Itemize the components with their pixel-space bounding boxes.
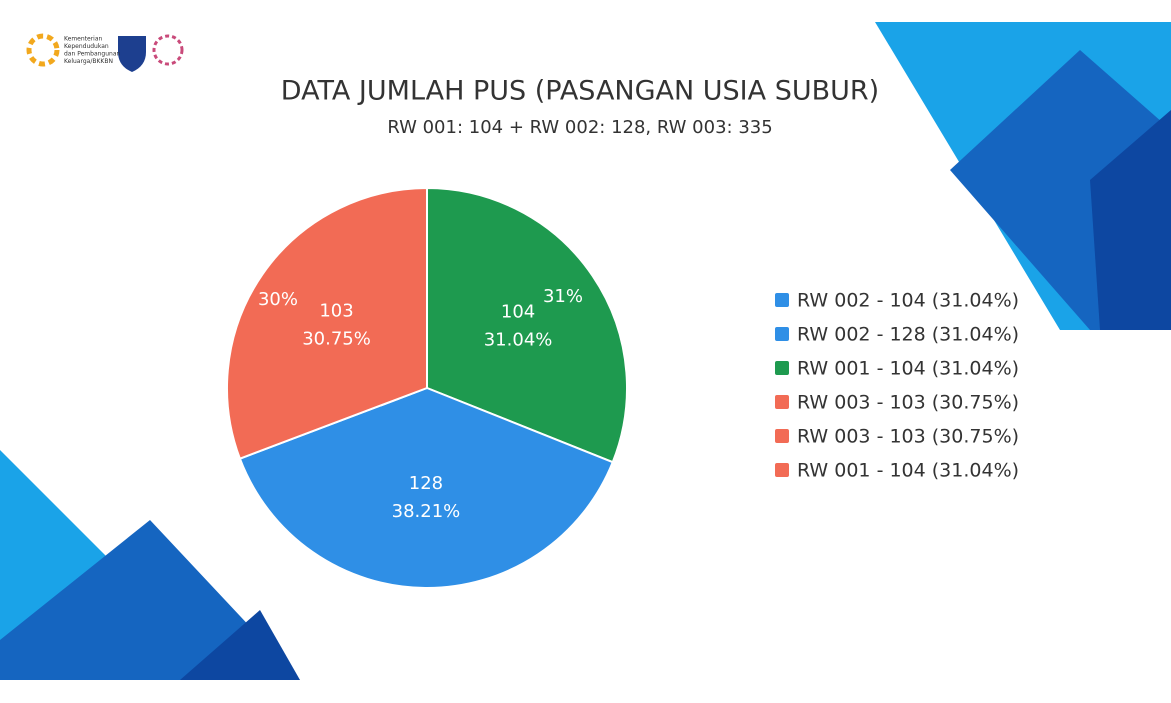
legend-label: RW 003 - 103 (30.75%) [797,392,1019,414]
pie-slice [226,186,428,460]
percent-label: 38.21% [392,501,461,522]
legend-label: RW 002 - 128 (31.04%) [797,324,1019,346]
legend-swatch [775,361,789,375]
legend-label: RW 001 - 104 (31.04%) [797,358,1019,380]
decoration [0,22,1171,680]
legend-label: RW 001 - 104 (31.04%) [797,460,1019,482]
legend-swatch [775,395,789,409]
percent-label: 30.75% [302,328,371,349]
logo-line: Keluarga/BKKBN [64,58,113,65]
legend-swatch [775,293,789,307]
percent-label: 31.04% [484,329,553,350]
logo-line: dan Pembangunan [64,51,121,58]
annotation: 31% [543,286,583,307]
shape [0,520,300,680]
chart-title: DATA JUMLAH PUS (PASANGAN USIA SUBUR) [281,76,879,107]
annotation: 30% [258,289,298,310]
legend-label: RW 002 - 104 (31.04%) [797,290,1019,312]
pie-slice [238,386,615,589]
data-label: 103 [319,300,353,321]
legend-label: RW 003 - 103 (30.75%) [797,426,1019,448]
shape [1090,110,1171,330]
data-label: 104 [501,301,535,322]
logo [26,33,60,67]
pie-slice [426,186,628,464]
chart-subtitle: RW 001: 104 + RW 002: 128, RW 003: 335 [387,117,772,138]
logo-line: Kependudukan [64,43,109,50]
logo-line: Kementerian [64,36,103,43]
logo [118,36,146,72]
legend-swatch [775,327,789,341]
shape [180,610,300,680]
logo [152,34,184,66]
data-label: 128 [409,473,443,494]
legend-swatch [775,429,789,443]
legend-swatch [775,463,789,477]
